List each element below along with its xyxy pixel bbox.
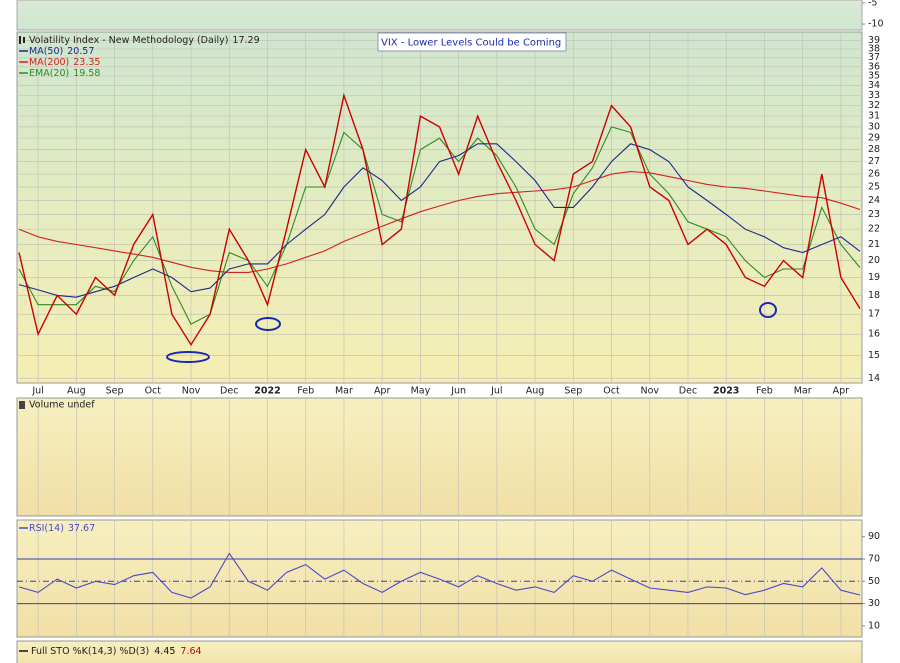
panel-title: Full STO %K(14,3) %D(3) 4.45 7.64 [31,646,202,657]
x-tick-label: Jun [450,386,466,397]
y-tick-label: 16 [868,329,880,340]
y-tick-label: 32 [868,100,880,111]
y-tick-label: 31 [868,111,880,122]
x-tick-label: 2022 [254,386,280,397]
legend-name: RSI(14) [29,523,64,534]
x-tick-label: Sep [564,386,582,397]
mark-layer [18,92,861,599]
sto-value: 4.45 [154,646,175,657]
legend-value: 17.29 [232,35,259,46]
y-tick-label: -10 [868,19,884,30]
legend-value: 23.35 [73,57,100,68]
legend-name: Volatility Index - New Methodology (Dail… [29,35,228,46]
x-tick-label: Apr [374,386,391,397]
top-panel [16,0,863,31]
series-line [18,171,861,273]
legend-icon [23,37,25,43]
y-tick-label: 34 [868,80,880,91]
x-tick-label: Sep [106,386,124,397]
series-line [18,552,861,599]
panel-title: Volume undef [29,400,95,411]
legend-value: 37.67 [68,523,95,534]
y-tick-label: 37 [868,52,880,63]
y-tick-label: 21 [868,239,880,250]
y-tick-label: 28 [868,144,880,155]
sto-panel [16,640,863,663]
x-tick-label: Mar [335,386,353,397]
x-tick-label: Mar [794,386,812,397]
legend-entry: MA(50) 20.57 [29,46,94,57]
series-line [18,92,861,347]
annotation: VIX - Lower Levels Could be Coming [381,38,561,49]
legend-name: EMA(20) [29,68,69,79]
y-tick-label: 20 [868,255,880,266]
legend-entry: EMA(20) 19.58 [29,68,100,79]
y-tick-label: 50 [868,576,880,587]
x-tick-label: May [411,386,431,397]
x-tick-label: Oct [603,386,620,397]
y-tick-label: 29 [868,133,880,144]
sto-value: 7.64 [180,646,201,657]
grid-layer [17,2,865,637]
y-tick-label: 14 [868,373,880,384]
y-tick-label: 26 [868,169,880,180]
y-tick-label: 39 [868,35,880,46]
sto-title: Full STO %K(14,3) %D(3) [31,646,149,657]
legend-name: MA(200) [29,57,69,68]
low-marker [759,302,777,318]
y-tick-label: 30 [868,121,880,132]
y-tick-label: 22 [868,224,880,235]
price-panel [16,31,863,384]
series-line [18,143,861,298]
low-marker [255,317,281,331]
y-tick-label: 17 [868,309,880,320]
legend-value: 19.58 [73,68,100,79]
volume-panel [16,397,863,517]
y-tick-label: 33 [868,90,880,101]
x-tick-label: Apr [833,386,850,397]
y-tick-label: 25 [868,182,880,193]
legend-value: 20.57 [67,46,94,57]
x-tick-label: Oct [145,386,162,397]
low-marker [166,351,210,363]
x-tick-label: Nov [182,386,201,397]
x-tick-label: Nov [640,386,659,397]
y-tick-label: 38 [868,43,880,54]
x-tick-label: Dec [679,386,697,397]
y-tick-label: 19 [868,272,880,283]
y-tick-label: 10 [868,620,880,631]
x-tick-label: Dec [220,386,238,397]
y-tick-label: 70 [868,554,880,565]
x-tick-label: Aug [526,386,545,397]
y-tick-label: 30 [868,598,880,609]
label-layer: Jul Aug Sep Oct Nov Dec 2022 Feb Mar Apr May Jun Jul… [19,0,884,657]
x-tick-label: Feb [297,386,314,397]
rsi-panel [16,519,863,638]
y-tick-label: 90 [868,531,880,542]
annotation-box [377,32,567,52]
y-tick-label: 23 [868,209,880,220]
y-tick-label: 15 [868,350,880,361]
x-tick-label: Jul [490,386,502,397]
y-tick-label: -5 [868,0,877,8]
y-tick-label: 36 [868,61,880,72]
y-tick-label: 18 [868,290,880,301]
y-tick-label: 24 [868,195,880,206]
legend-entry: Volatility Index - New Methodology (Dail… [29,35,260,46]
y-tick-label: 35 [868,71,880,82]
x-tick-label: 2023 [713,386,739,397]
low-markers [166,302,777,363]
legend-name: MA(50) [29,46,63,57]
legend-entry: RSI(14) 37.67 [29,523,95,534]
legend-icon [19,36,21,44]
legend-entry: MA(200) 23.35 [29,57,100,68]
x-tick-label: Aug [67,386,86,397]
x-tick-label: Jul [31,386,43,397]
legend-icon [19,401,25,409]
x-tick-label: Feb [756,386,773,397]
y-tick-label: 27 [868,156,880,167]
series-line [18,126,861,325]
